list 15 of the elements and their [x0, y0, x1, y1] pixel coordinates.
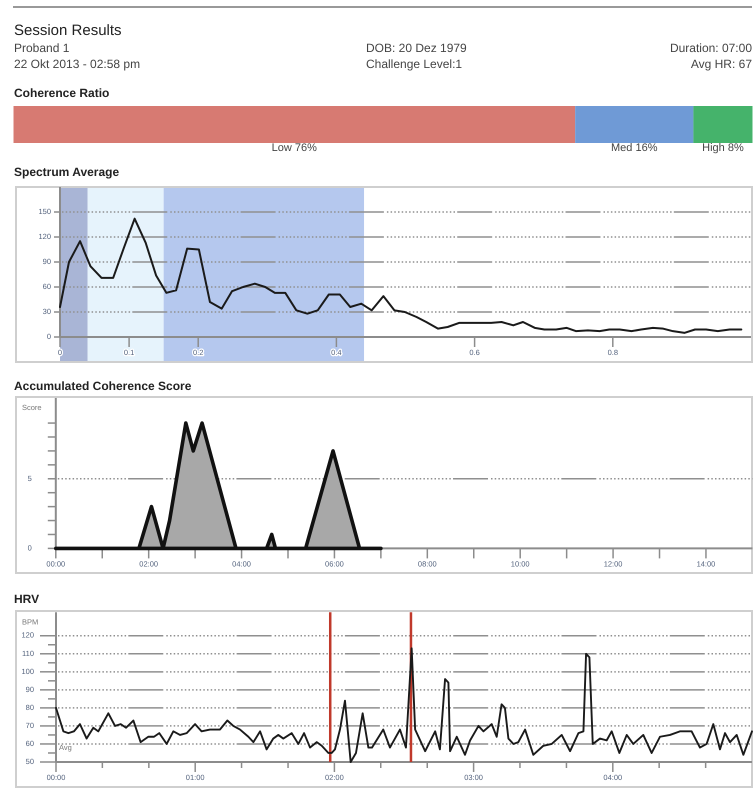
data-label: High 8% — [702, 142, 744, 154]
chart-title: HRV — [14, 592, 40, 606]
text: Avg HR: 67 — [690, 57, 752, 71]
text: 22 Okt 2013 - 02:58 pm — [14, 57, 140, 71]
text: Challenge Level:1 — [366, 57, 462, 71]
chart-title: Spectrum Average — [14, 165, 120, 179]
text: Session Results — [14, 22, 122, 39]
chart-title: Accumulated Coherence Score — [14, 379, 192, 393]
chart-title: Coherence Ratio — [14, 86, 110, 100]
data-label: Med 16% — [611, 142, 658, 154]
line-series — [59, 218, 742, 334]
text: Duration: 07:00 — [670, 41, 752, 55]
data-label: Low 76% — [272, 142, 318, 154]
text: DOB: 20 Dez 1979 — [366, 41, 468, 55]
text: Proband 1 — [14, 41, 70, 55]
